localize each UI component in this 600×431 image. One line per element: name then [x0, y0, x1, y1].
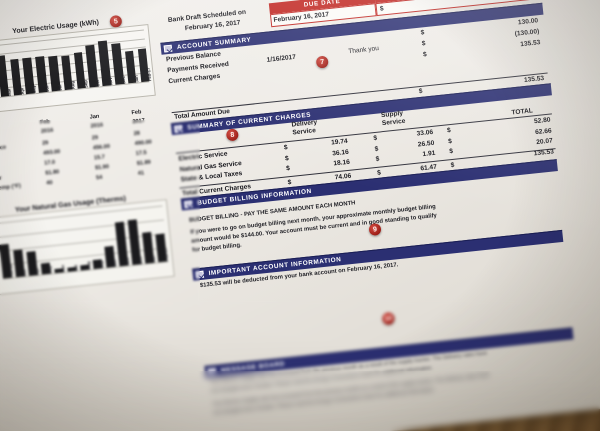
x-tick-label: Jun [44, 84, 50, 93]
comparison-col-year: 2016 [40, 127, 54, 135]
charge-delivery-currency: $ [285, 165, 291, 173]
charge-total-currency: $ [447, 137, 453, 145]
charge-supply-value: 26.50 [417, 139, 435, 148]
comparison-col-month: Feb [39, 118, 51, 126]
charge-supply-value: 1.91 [422, 149, 436, 159]
comparison-cell: $1.80 [45, 169, 60, 177]
charge-delivery-currency: $ [283, 144, 289, 152]
comparison-cell: 40 [46, 179, 53, 187]
x-tick-label: Mar [6, 88, 12, 97]
x-tick-label: Aug [85, 261, 92, 270]
account-row-note: Thank you [347, 45, 380, 56]
gas-usage-chart [0, 199, 175, 296]
comparison-cell: 29 [41, 140, 49, 147]
account-summary-header-label: ACCOUNT SUMMARY [176, 36, 252, 52]
account-row-label: Current Charges [168, 72, 221, 86]
tcc-delivery-currency: $ [287, 178, 292, 187]
charge-delivery-value: 36.16 [331, 148, 350, 157]
comparison-cell: 456.00 [92, 143, 111, 152]
account-row-currency: $ [422, 51, 428, 59]
tcc-supply-currency: $ [376, 169, 382, 177]
x-tick-label: Mar [21, 268, 28, 277]
x-tick-label: Jul [57, 84, 63, 91]
account-row-amount: 135.53 [519, 39, 541, 49]
x-tick-label: Jan [133, 75, 140, 83]
comparison-cell: 17.5 [135, 149, 147, 158]
charge-supply-currency: $ [374, 145, 379, 153]
comparison-col-month: Jan [89, 113, 100, 121]
total-amount-due-currency: $ [418, 87, 423, 96]
comparison-cell: 17.0 [44, 159, 56, 167]
x-tick-label: Apr [34, 267, 40, 276]
comparison-cell: 41 [137, 170, 145, 177]
comparison-cell: $1.89 [136, 159, 152, 167]
x-tick-label: Jan [150, 255, 157, 264]
comparison-cell: 54 [95, 174, 103, 182]
account-row-label: Payments Received [166, 60, 230, 75]
x-tick-label: Jul [73, 264, 79, 272]
x-tick-label: Nov [124, 257, 131, 266]
comparison-row-label: Avg Daily Temp (°F) [0, 183, 22, 194]
electric-usage-chart [0, 24, 156, 115]
comparison-cell: 28 [133, 130, 141, 138]
x-tick-label: May [47, 265, 53, 274]
charge-supply-currency: $ [375, 155, 380, 163]
account-row-date: 1/16/2017 [266, 53, 297, 64]
comparison-col-month: Feb [131, 109, 142, 117]
x-tick-label: Sep [82, 80, 89, 89]
account-row-currency: $ [421, 40, 426, 48]
alert-icon [195, 270, 205, 279]
charge-total-currency: $ [446, 127, 452, 135]
comparison-cell: 29 [91, 134, 99, 142]
badge-7[interactable]: 7 [315, 55, 329, 69]
comparison-row-label: Days of Service [0, 144, 7, 155]
gas-plot-area [0, 205, 169, 280]
comparison-cell: 15.7 [93, 154, 106, 162]
comparison-col-year: 2016 [90, 122, 104, 130]
badge-8[interactable]: 8 [225, 128, 239, 142]
x-tick-label: Feb-17 [145, 67, 152, 82]
total-amount-currency: $ [379, 5, 385, 13]
x-tick-label: Apr [18, 87, 25, 95]
badge-9[interactable]: 9 [368, 222, 382, 237]
tcc-total-currency: $ [450, 161, 455, 170]
x-tick-label: Dec [137, 256, 144, 265]
message-icon [207, 367, 217, 376]
charge-total-currency: $ [448, 147, 454, 156]
account-row-currency: $ [420, 29, 425, 37]
charge-supply-currency: $ [373, 134, 378, 143]
supply-col-header-2: Service [381, 117, 406, 128]
check-icon [174, 124, 183, 133]
x-tick-label: Oct [111, 259, 118, 268]
comparison-cell: $1.90 [94, 163, 110, 172]
x-tick-label: Jun [60, 264, 66, 273]
comparison-cell: 493.00 [42, 148, 61, 157]
charge-delivery-currency: $ [284, 154, 290, 162]
x-tick-label: Aug [69, 80, 76, 90]
charge-delivery-value: 18.16 [333, 158, 351, 168]
x-tick-label: Dec [120, 76, 127, 85]
delivery-col-header-2: Service [292, 127, 317, 137]
x-tick-label: Nov [107, 77, 114, 86]
x-tick-label: Sep [98, 260, 105, 269]
comparison-col-year: 2017 [132, 117, 146, 126]
comparison-row-label: Cost per day [0, 175, 2, 185]
badge-10[interactable]: 10 [381, 311, 395, 326]
calendar-icon [183, 200, 193, 208]
person-icon [163, 44, 173, 53]
comparison-cell: 490.00 [134, 139, 153, 148]
